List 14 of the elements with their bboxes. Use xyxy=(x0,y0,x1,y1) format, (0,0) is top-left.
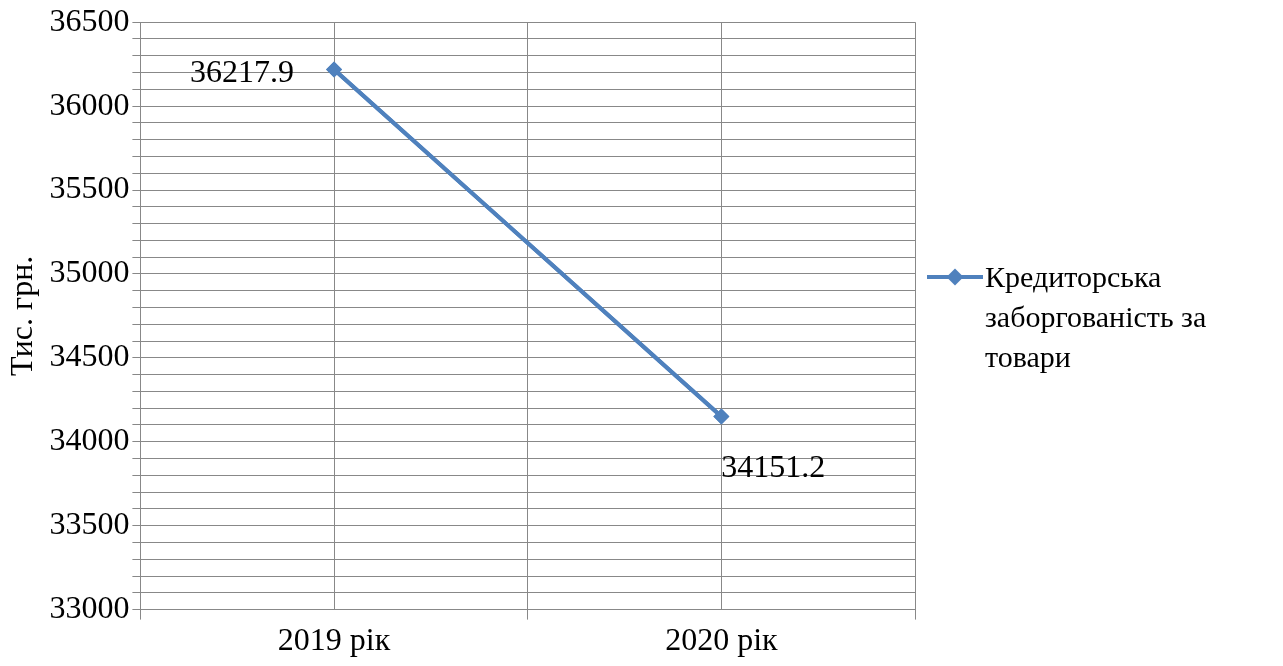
y-tick-label: 36000 xyxy=(49,85,130,122)
y-tick-label: 35500 xyxy=(49,169,130,206)
y-tick-label: 34000 xyxy=(49,421,130,458)
y-axis-title: Тис. грн. xyxy=(2,255,39,377)
x-tick-label: 2020 рік xyxy=(665,621,779,658)
x-tick-label: 2019 рік xyxy=(277,621,391,658)
legend-label: Кредиторська заборгованість за товари xyxy=(985,259,1208,375)
y-tick-label: 33500 xyxy=(49,505,130,542)
y-tick-label: 36500 xyxy=(49,1,130,38)
data-label: 36217.9 xyxy=(190,52,295,89)
y-tick-label: 35000 xyxy=(49,253,130,290)
data-label: 34151.2 xyxy=(721,447,826,484)
y-tick-label: 33000 xyxy=(49,589,130,626)
y-tick-label: 34500 xyxy=(49,337,130,374)
